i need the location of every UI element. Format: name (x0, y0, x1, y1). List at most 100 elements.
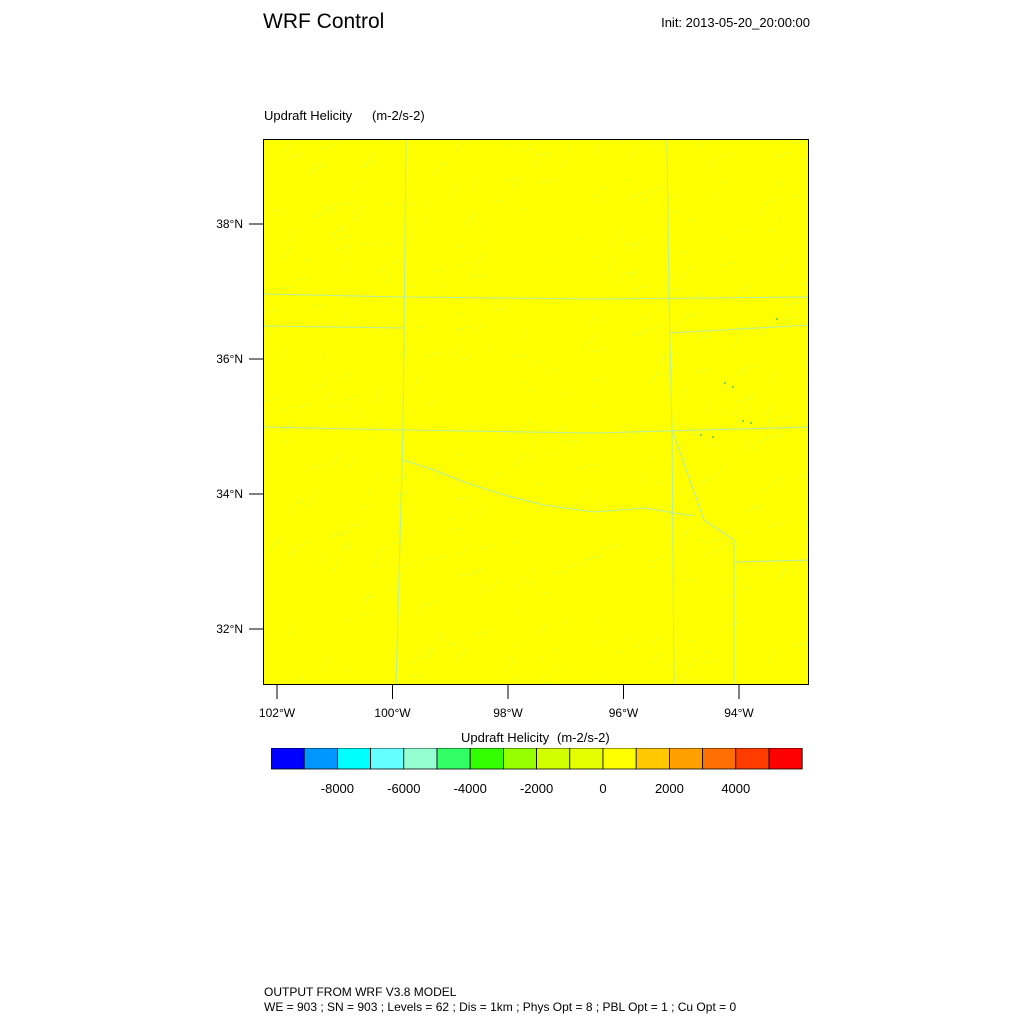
texture-streak (322, 203, 336, 209)
texture-streak (660, 356, 667, 365)
texture-streak (350, 212, 357, 223)
texture-streak (335, 245, 348, 250)
texture-streak (275, 426, 293, 434)
texture-streak (354, 214, 361, 222)
texture-streak (684, 313, 701, 317)
texture-streak (510, 181, 517, 189)
texture-streak (543, 682, 553, 684)
texture-streak (594, 617, 601, 626)
texture-streak (540, 177, 559, 184)
texture-streak (477, 544, 495, 551)
texture-streak (785, 307, 793, 318)
texture-streak (418, 553, 429, 567)
texture-streak (724, 286, 729, 293)
texture-streak (509, 354, 527, 358)
texture-streak (331, 556, 342, 574)
texture-streak (789, 195, 803, 198)
texture-streak (676, 531, 688, 536)
texture-streak (694, 432, 703, 436)
field-units-label: (m-2/s-2) (372, 108, 425, 123)
texture-streak (361, 242, 372, 245)
texture-streak (322, 207, 339, 213)
texture-streak (479, 586, 486, 594)
colorbar-label: 2000 (655, 781, 684, 796)
colorbar-box (702, 748, 737, 770)
texture-streak (414, 373, 423, 386)
texture-streak (488, 296, 500, 311)
texture-streak (284, 153, 304, 160)
texture-streak (363, 591, 372, 606)
texture-streak (740, 440, 750, 453)
texture-streak (347, 544, 353, 552)
colorbar-box (569, 748, 604, 770)
texture-streak (492, 307, 508, 311)
texture-streak (509, 678, 518, 681)
texture-streak (664, 661, 675, 672)
colorbar-label: -8000 (321, 781, 354, 796)
texture-streak (581, 334, 596, 349)
texture-streak (766, 650, 777, 664)
latitude-label: 34°N (216, 487, 243, 501)
texture-streak (628, 237, 642, 254)
texture-streak (345, 394, 360, 401)
colorbar-box (370, 748, 405, 770)
texture-streak (745, 528, 751, 535)
texture-streak (527, 142, 536, 146)
state-boundary-line (668, 324, 808, 334)
texture-streak (743, 369, 749, 376)
texture-streak (512, 452, 527, 468)
texture-streak (310, 367, 317, 369)
texture-streak (534, 152, 548, 157)
texture-streak (328, 228, 346, 236)
texture-streak (623, 179, 630, 182)
colorbar-label: 4000 (721, 781, 750, 796)
texture-streak (791, 140, 803, 145)
texture-streak (536, 623, 548, 636)
texture-streak (650, 455, 655, 462)
texture-streak (720, 179, 726, 185)
texture-streak (456, 313, 465, 316)
texture-streak (411, 654, 420, 665)
texture-streak (367, 486, 374, 495)
texture-streak (363, 595, 374, 599)
texture-streak (605, 257, 616, 274)
texture-streak (451, 453, 463, 458)
texture-streak (696, 140, 706, 150)
texture-streak (611, 542, 620, 547)
texture-streak (294, 276, 308, 281)
texture-streak (265, 397, 277, 403)
texture-streak (741, 230, 748, 232)
texture-streak (585, 315, 596, 329)
colorbar-box (635, 748, 670, 770)
colorbar-box (502, 748, 537, 770)
texture-streak (649, 140, 656, 148)
texture-streak (280, 286, 293, 289)
texture-streak (696, 477, 714, 485)
texture-streak (747, 364, 761, 368)
texture-streak (449, 517, 456, 521)
texture-streak (277, 348, 288, 360)
texture-streak (632, 428, 639, 438)
colorbar-box (271, 748, 305, 770)
texture-streak (351, 205, 368, 214)
state-boundaries (264, 140, 808, 684)
texture-streak (302, 257, 311, 262)
texture-streak (591, 378, 604, 381)
texture-streak (686, 656, 697, 669)
longitude-label: 94°W (724, 706, 754, 720)
texture-streak (341, 262, 352, 274)
texture-streak (323, 391, 332, 402)
texture-streak (373, 387, 385, 402)
texture-streak (345, 618, 353, 621)
texture-streak (739, 286, 751, 291)
texture-streak (634, 284, 652, 290)
longitude-label: 96°W (609, 706, 639, 720)
texture-streak (521, 420, 532, 433)
texture-streak (343, 312, 349, 320)
colorbar-box (536, 748, 571, 770)
texture-streak (473, 569, 483, 574)
texture-streak (455, 328, 463, 332)
texture-streak (657, 356, 666, 366)
footer-model-line: OUTPUT FROM WRF V3.8 MODEL (264, 985, 457, 999)
